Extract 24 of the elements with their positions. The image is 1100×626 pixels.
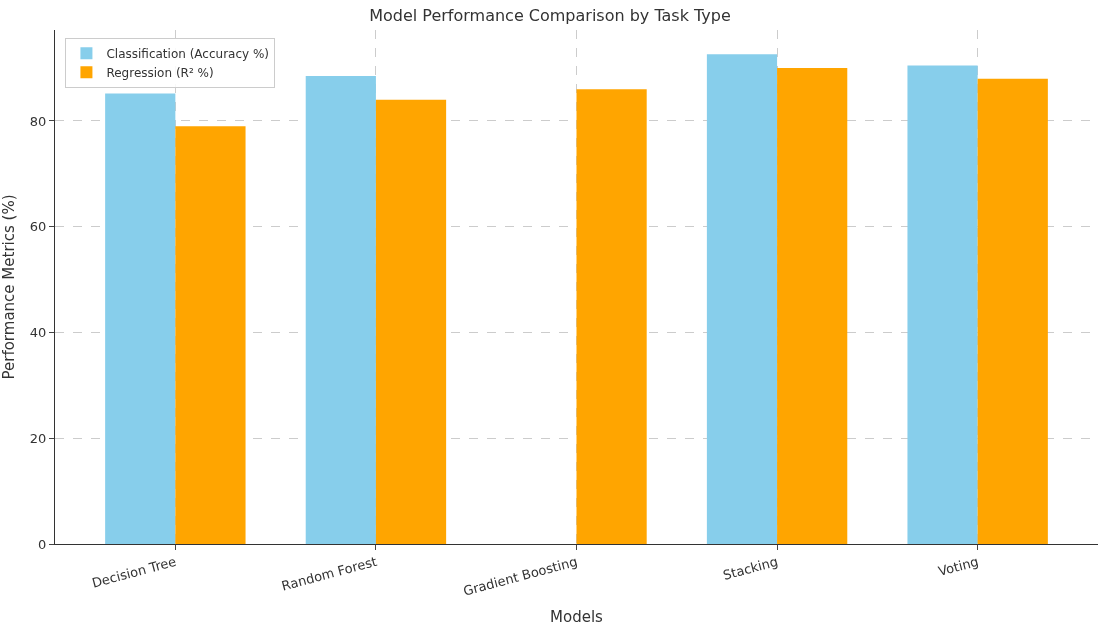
legend-label: Classification (Accuracy %) (106, 46, 270, 61)
bar (105, 93, 176, 544)
x-tick-label: Random Forest (279, 553, 379, 594)
bar (305, 76, 376, 544)
bar (907, 65, 978, 544)
x-tick-label: Stacking (721, 553, 780, 583)
y-tick-label: 20 (29, 430, 47, 446)
bar (175, 126, 246, 544)
y-tick-label: 60 (29, 219, 47, 235)
bar (706, 54, 778, 544)
y-tick-label: 80 (29, 113, 47, 129)
x-axis-title: Models (550, 608, 604, 626)
bar (375, 99, 447, 544)
x-tick-label: Voting (936, 553, 981, 579)
y-tick-label: 40 (29, 325, 47, 341)
x-tick-label: Gradient Boosting (461, 553, 579, 599)
y-tick-label: 0 (38, 536, 47, 552)
y-axis-title: Performance Metrics (%) (0, 194, 18, 380)
legend-label: Regression (R² %) (106, 65, 214, 80)
bar (777, 68, 848, 544)
bar (977, 78, 1048, 544)
bar (576, 89, 647, 544)
chart-title: Model Performance Comparison by Task Type (369, 5, 731, 25)
x-tick-label: Decision Tree (90, 553, 178, 591)
